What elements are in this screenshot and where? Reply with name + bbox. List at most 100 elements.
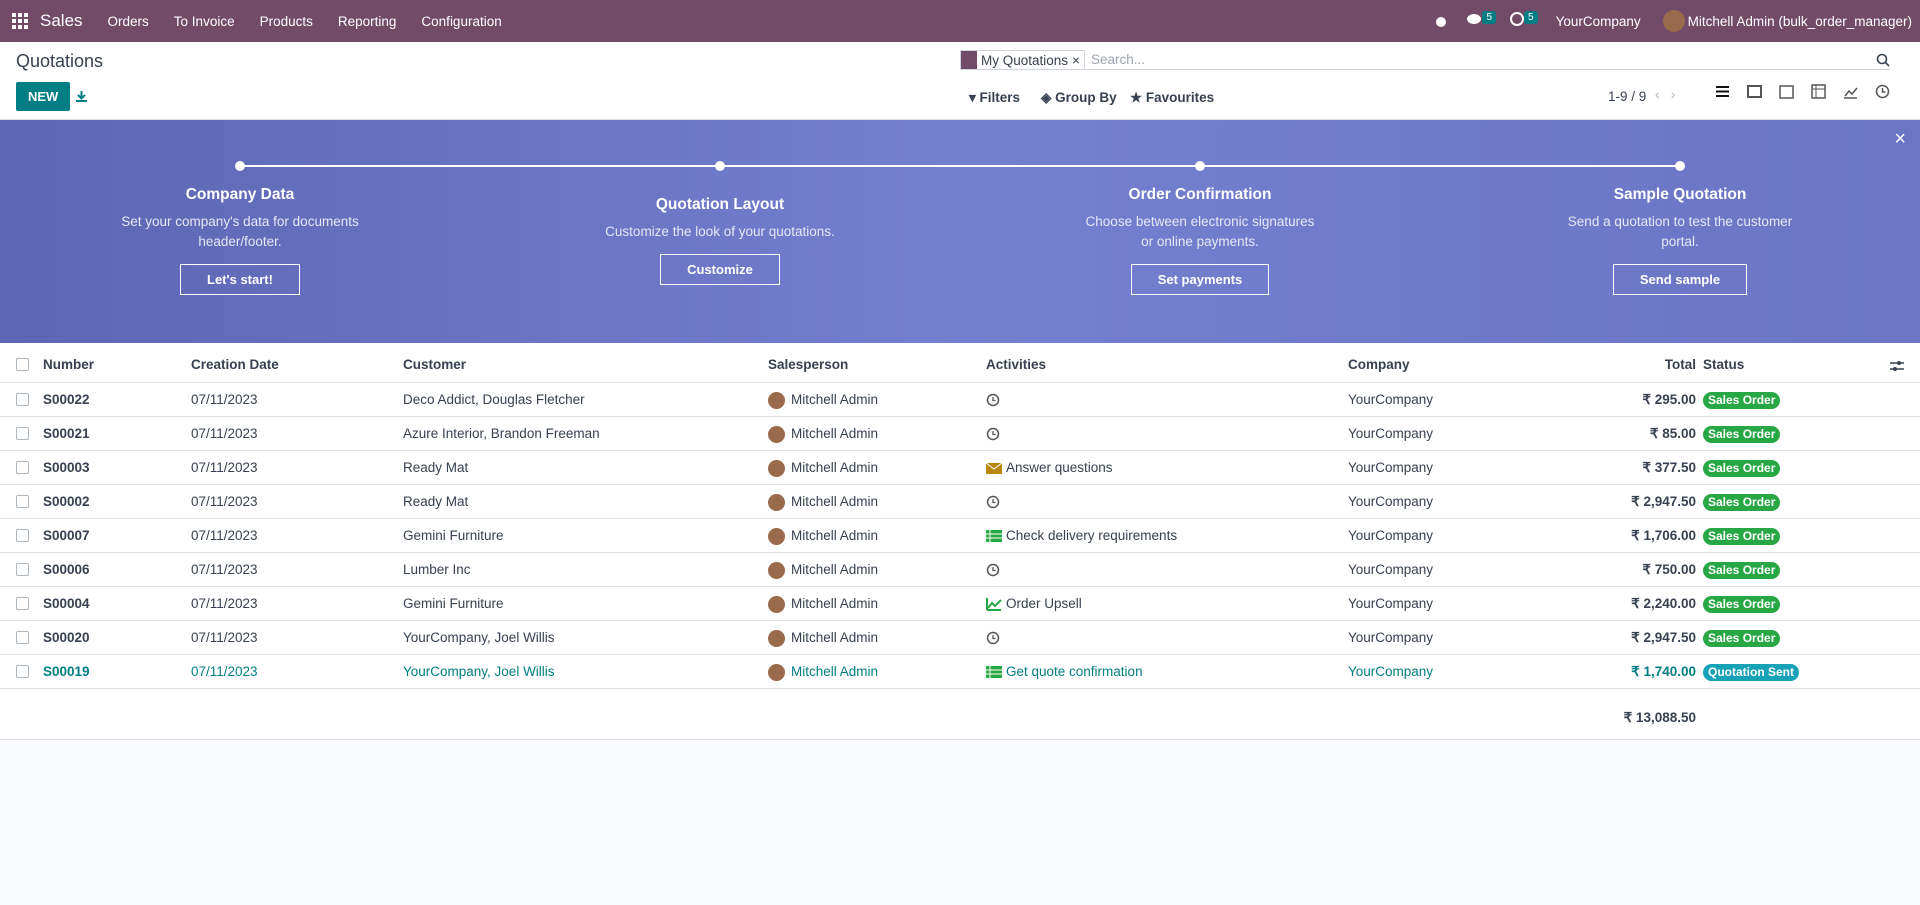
group-by[interactable]: ◈ Group By (1041, 90, 1117, 105)
status: Sales Order (1703, 383, 1781, 417)
pager: 1-9 / 9 (1608, 89, 1647, 104)
row-checkbox[interactable] (16, 529, 29, 542)
row-checkbox[interactable] (16, 665, 29, 678)
menu-item[interactable]: Orders (107, 13, 149, 29)
activity-view[interactable] (1875, 84, 1890, 99)
activity[interactable] (986, 621, 1006, 655)
kanban-view[interactable] (1747, 84, 1762, 99)
optional-columns[interactable] (1890, 360, 1904, 372)
facet: My Quotations × (960, 50, 1085, 70)
debug-icon[interactable] (1434, 14, 1448, 28)
graph-view[interactable] (1843, 84, 1858, 99)
activity-icon (986, 426, 1006, 441)
app-name[interactable]: Sales (40, 11, 83, 30)
pivot-view[interactable] (1811, 84, 1826, 99)
download-icon[interactable] (75, 90, 88, 103)
row-checkbox[interactable] (16, 597, 29, 610)
favourites[interactable]: ★ Favourites (1130, 90, 1215, 105)
menu-item[interactable]: Reporting (337, 13, 397, 29)
calendar-view[interactable] (1779, 84, 1794, 99)
step-button[interactable]: Customize (660, 253, 780, 285)
status: Sales Order (1703, 451, 1781, 485)
chat[interactable]: 5 (1466, 11, 1497, 30)
cell: ₹ 85.00 (1649, 426, 1696, 441)
salesperson: Mitchell Admin (768, 417, 878, 451)
pager-nav[interactable]: ‹ › (1655, 87, 1676, 102)
menu-item[interactable]: To Invoice (173, 13, 235, 29)
menu-item[interactable]: Products (259, 13, 313, 29)
row-checkbox[interactable] (16, 495, 29, 508)
user-avatar (1662, 10, 1685, 32)
filters[interactable]: ▾ Filters (969, 90, 1021, 105)
cell: S00019 (43, 664, 90, 679)
cell: 07/11/2023 (191, 528, 258, 543)
step-dot (715, 161, 725, 171)
cell: ₹ 2,947.50 (1631, 494, 1696, 509)
step-dot (235, 161, 245, 171)
column-header[interactable]: Customer (403, 357, 467, 372)
select-all[interactable] (16, 358, 29, 371)
status-badge: Sales Order (1703, 460, 1781, 477)
close-banner[interactable]: × (1894, 128, 1906, 150)
table-row[interactable]: S00022 07/11/2023 Deco Addict, Douglas Fle… (0, 382, 1920, 416)
activity[interactable] (986, 383, 1006, 417)
step-button[interactable]: Send sample (1612, 263, 1748, 295)
activity[interactable]: Check delivery requirements (986, 519, 1177, 553)
activity-icon (986, 596, 1006, 612)
column-header[interactable]: Status (1703, 357, 1745, 372)
row-checkbox[interactable] (16, 563, 29, 576)
status-badge: Sales Order (1703, 392, 1781, 409)
row-checkbox[interactable] (16, 427, 29, 440)
column-header[interactable]: Activities (986, 357, 1047, 372)
table-row[interactable]: S00004 07/11/2023 Gemini Furniture Mitchell… (0, 586, 1920, 620)
new-button[interactable]: NEW (16, 82, 71, 111)
search-icon[interactable] (1876, 53, 1890, 67)
step-title: Company Data (185, 185, 295, 203)
facet-remove[interactable]: × (1072, 52, 1080, 68)
activity[interactable]: Order Upsell (986, 587, 1082, 621)
activity[interactable] (986, 553, 1006, 587)
step-button[interactable]: Let's start! (180, 263, 300, 295)
column-header[interactable]: Salesperson (768, 357, 849, 372)
table-row[interactable]: S00021 07/11/2023 Azure Interior, Brandon … (0, 416, 1920, 450)
salesperson: Mitchell Admin (768, 553, 878, 587)
cell: S00021 (43, 426, 90, 441)
column-header[interactable]: Creation Date (191, 357, 279, 372)
activity-summary: Check delivery requirements (1006, 528, 1178, 543)
search-placeholder: Search... (1091, 52, 1146, 67)
list-view[interactable] (1715, 84, 1730, 99)
activity[interactable]: Get quote confirmation (986, 655, 1143, 689)
apps-icon[interactable] (12, 13, 28, 29)
company[interactable]: YourCompany (1555, 13, 1641, 29)
table-row[interactable]: S00002 07/11/2023 Ready Mat Mitchell Admin Y… (0, 484, 1920, 518)
salesperson: Mitchell Admin (768, 383, 878, 417)
page-title: Quotations (16, 51, 104, 71)
cell: 07/11/2023 (191, 426, 258, 441)
activity[interactable]: Answer questions (985, 451, 1113, 485)
status: Sales Order (1703, 621, 1781, 655)
table-row[interactable]: S00006 07/11/2023 Lumber Inc Mitchell Admin… (0, 552, 1920, 586)
activity[interactable] (986, 417, 1006, 451)
column-header[interactable]: Number (43, 357, 95, 372)
menu-item[interactable]: Configuration (421, 13, 502, 29)
row-checkbox[interactable] (16, 631, 29, 644)
activity[interactable] (986, 485, 1006, 519)
column-header[interactable]: Company (1348, 357, 1410, 372)
status-badge: Sales Order (1703, 562, 1781, 579)
row-checkbox[interactable] (16, 461, 29, 474)
cell: 07/11/2023 (191, 630, 258, 645)
onboarding-banner: × Company Data Set your company's data fo… (0, 120, 1920, 343)
column-header[interactable]: Total (1664, 357, 1696, 372)
row-checkbox[interactable] (16, 393, 29, 406)
cell: S00003 (43, 460, 90, 475)
table-row[interactable]: S00019 07/11/2023 YourCompany, Joel Willis… (0, 654, 1920, 688)
cell: YourCompany, Joel Willis (403, 664, 555, 679)
search-bar[interactable]: My Quotations × Search... (960, 50, 1890, 70)
step-button[interactable]: Set payments (1130, 263, 1270, 295)
step-dot (1195, 161, 1205, 171)
table-row[interactable]: S00003 07/11/2023 Ready Mat Mitchell Admin A… (0, 450, 1920, 484)
table-row[interactable]: S00007 07/11/2023 Gemini Furniture Mitchell… (0, 518, 1920, 552)
table-row[interactable]: S00020 07/11/2023 YourCompany, Joel Willis… (0, 620, 1920, 654)
user[interactable]: Mitchell Admin (bulk_order_manager) (1687, 13, 1912, 29)
activities[interactable]: 5 (1510, 11, 1538, 30)
